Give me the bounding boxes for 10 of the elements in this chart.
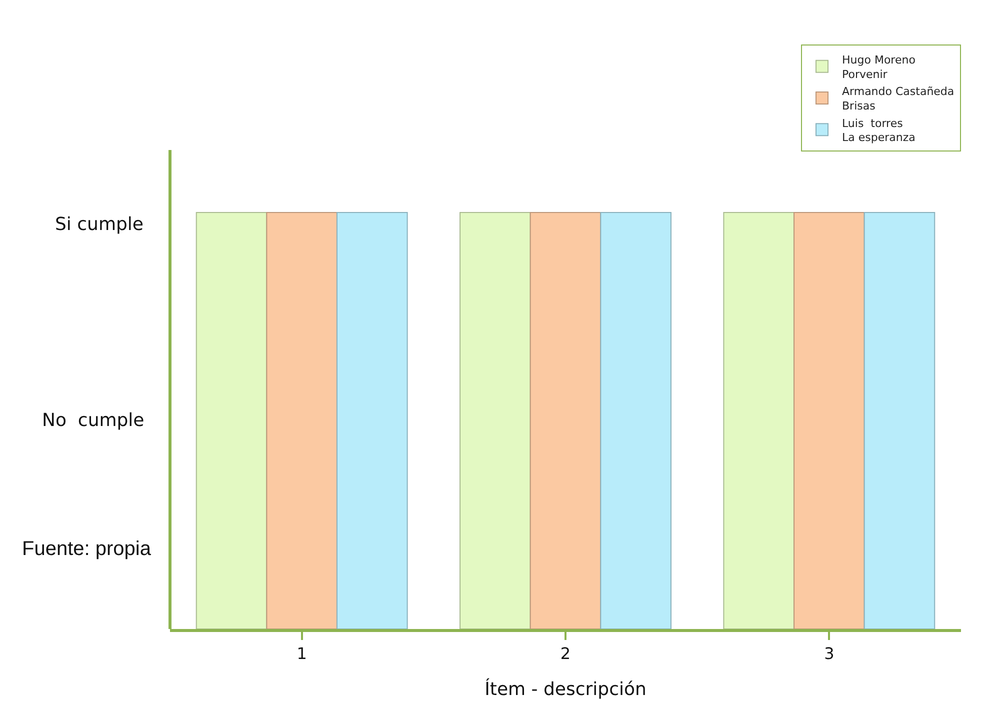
source-note: Fuente: propia [22,538,152,560]
legend-label: Armando Castañeda Brisas [842,85,954,112]
x-tick-label: 2 [560,644,571,664]
x-tick-label: 1 [296,644,307,664]
x-tick-label: 3 [824,644,834,664]
x-axis-title: Ítem - descripción [484,678,646,700]
legend-label: Hugo Moreno Porvenir [842,54,916,81]
text: No cumple [42,410,144,431]
legend-label: Luis torres La esperanza [842,116,916,144]
text: Si cumple [55,214,144,235]
